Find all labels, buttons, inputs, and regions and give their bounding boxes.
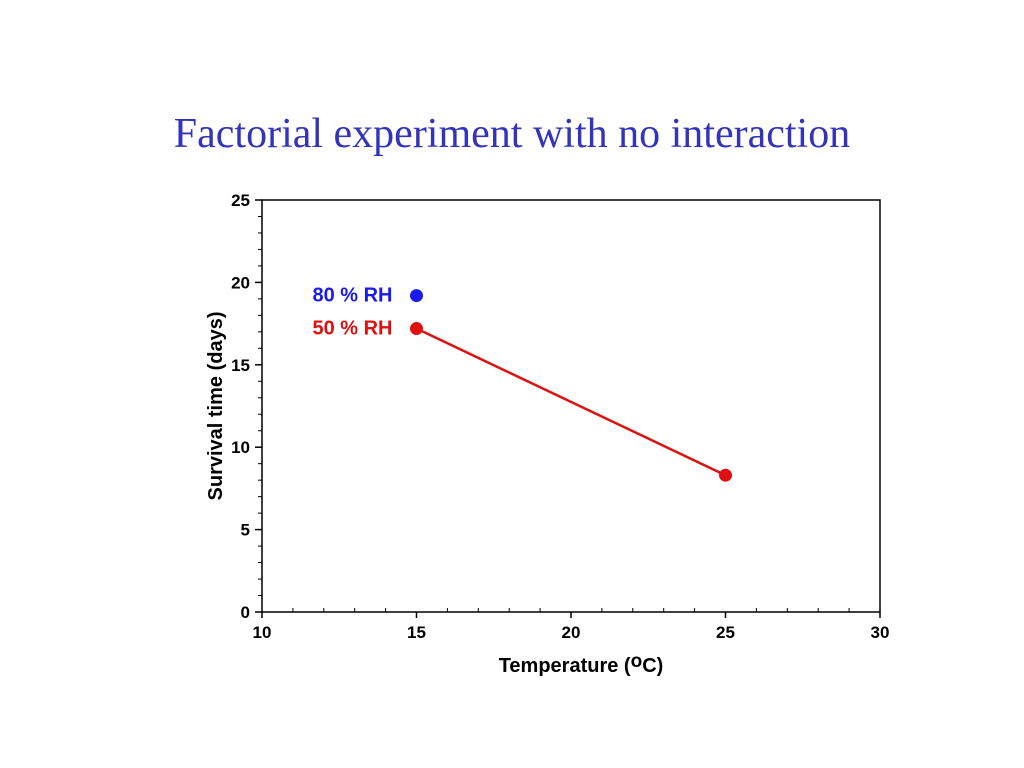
minor-ticks [258,215,850,612]
series-lines [415,327,727,477]
x-axis-label-main: Temperature ( [499,655,631,677]
series-points [410,289,732,482]
y-tick-label: 15 [231,356,250,375]
x-axis-label-suffix: C) [642,655,663,677]
major-ticks [255,199,881,618]
data-point-50-rh [410,322,423,336]
series-label-80-rh: 80 % RH [312,285,392,307]
tick-labels: 10 15 20 25 30 0 5 10 15 20 25 [231,191,889,642]
x-tick-label: 20 [562,623,581,642]
x-tick-label: 25 [716,623,735,642]
series-labels: 80 % RH 50 % RH [312,285,392,340]
y-tick-label: 0 [241,603,250,622]
slide-title: Factorial experiment with no interaction [173,111,851,157]
x-tick-label: 15 [407,623,426,642]
y-tick-label: 25 [231,191,250,210]
series-label-50-rh: 50 % RH [312,318,392,340]
series-line-50-rh [415,327,727,477]
x-axis-label-superscript: o [631,651,643,672]
y-tick-label: 10 [231,438,250,457]
plot-frame [261,199,881,613]
y-axis-label: Survival time (days) [205,312,227,501]
x-tick-label: 10 [253,623,272,642]
x-tick-label: 30 [871,623,890,642]
y-tick-label: 5 [241,521,250,540]
data-point-80-rh [410,289,423,303]
y-tick-label: 20 [231,273,250,292]
data-point-50-rh [719,468,732,482]
x-axis-label: Temperature (oC) [499,651,664,677]
